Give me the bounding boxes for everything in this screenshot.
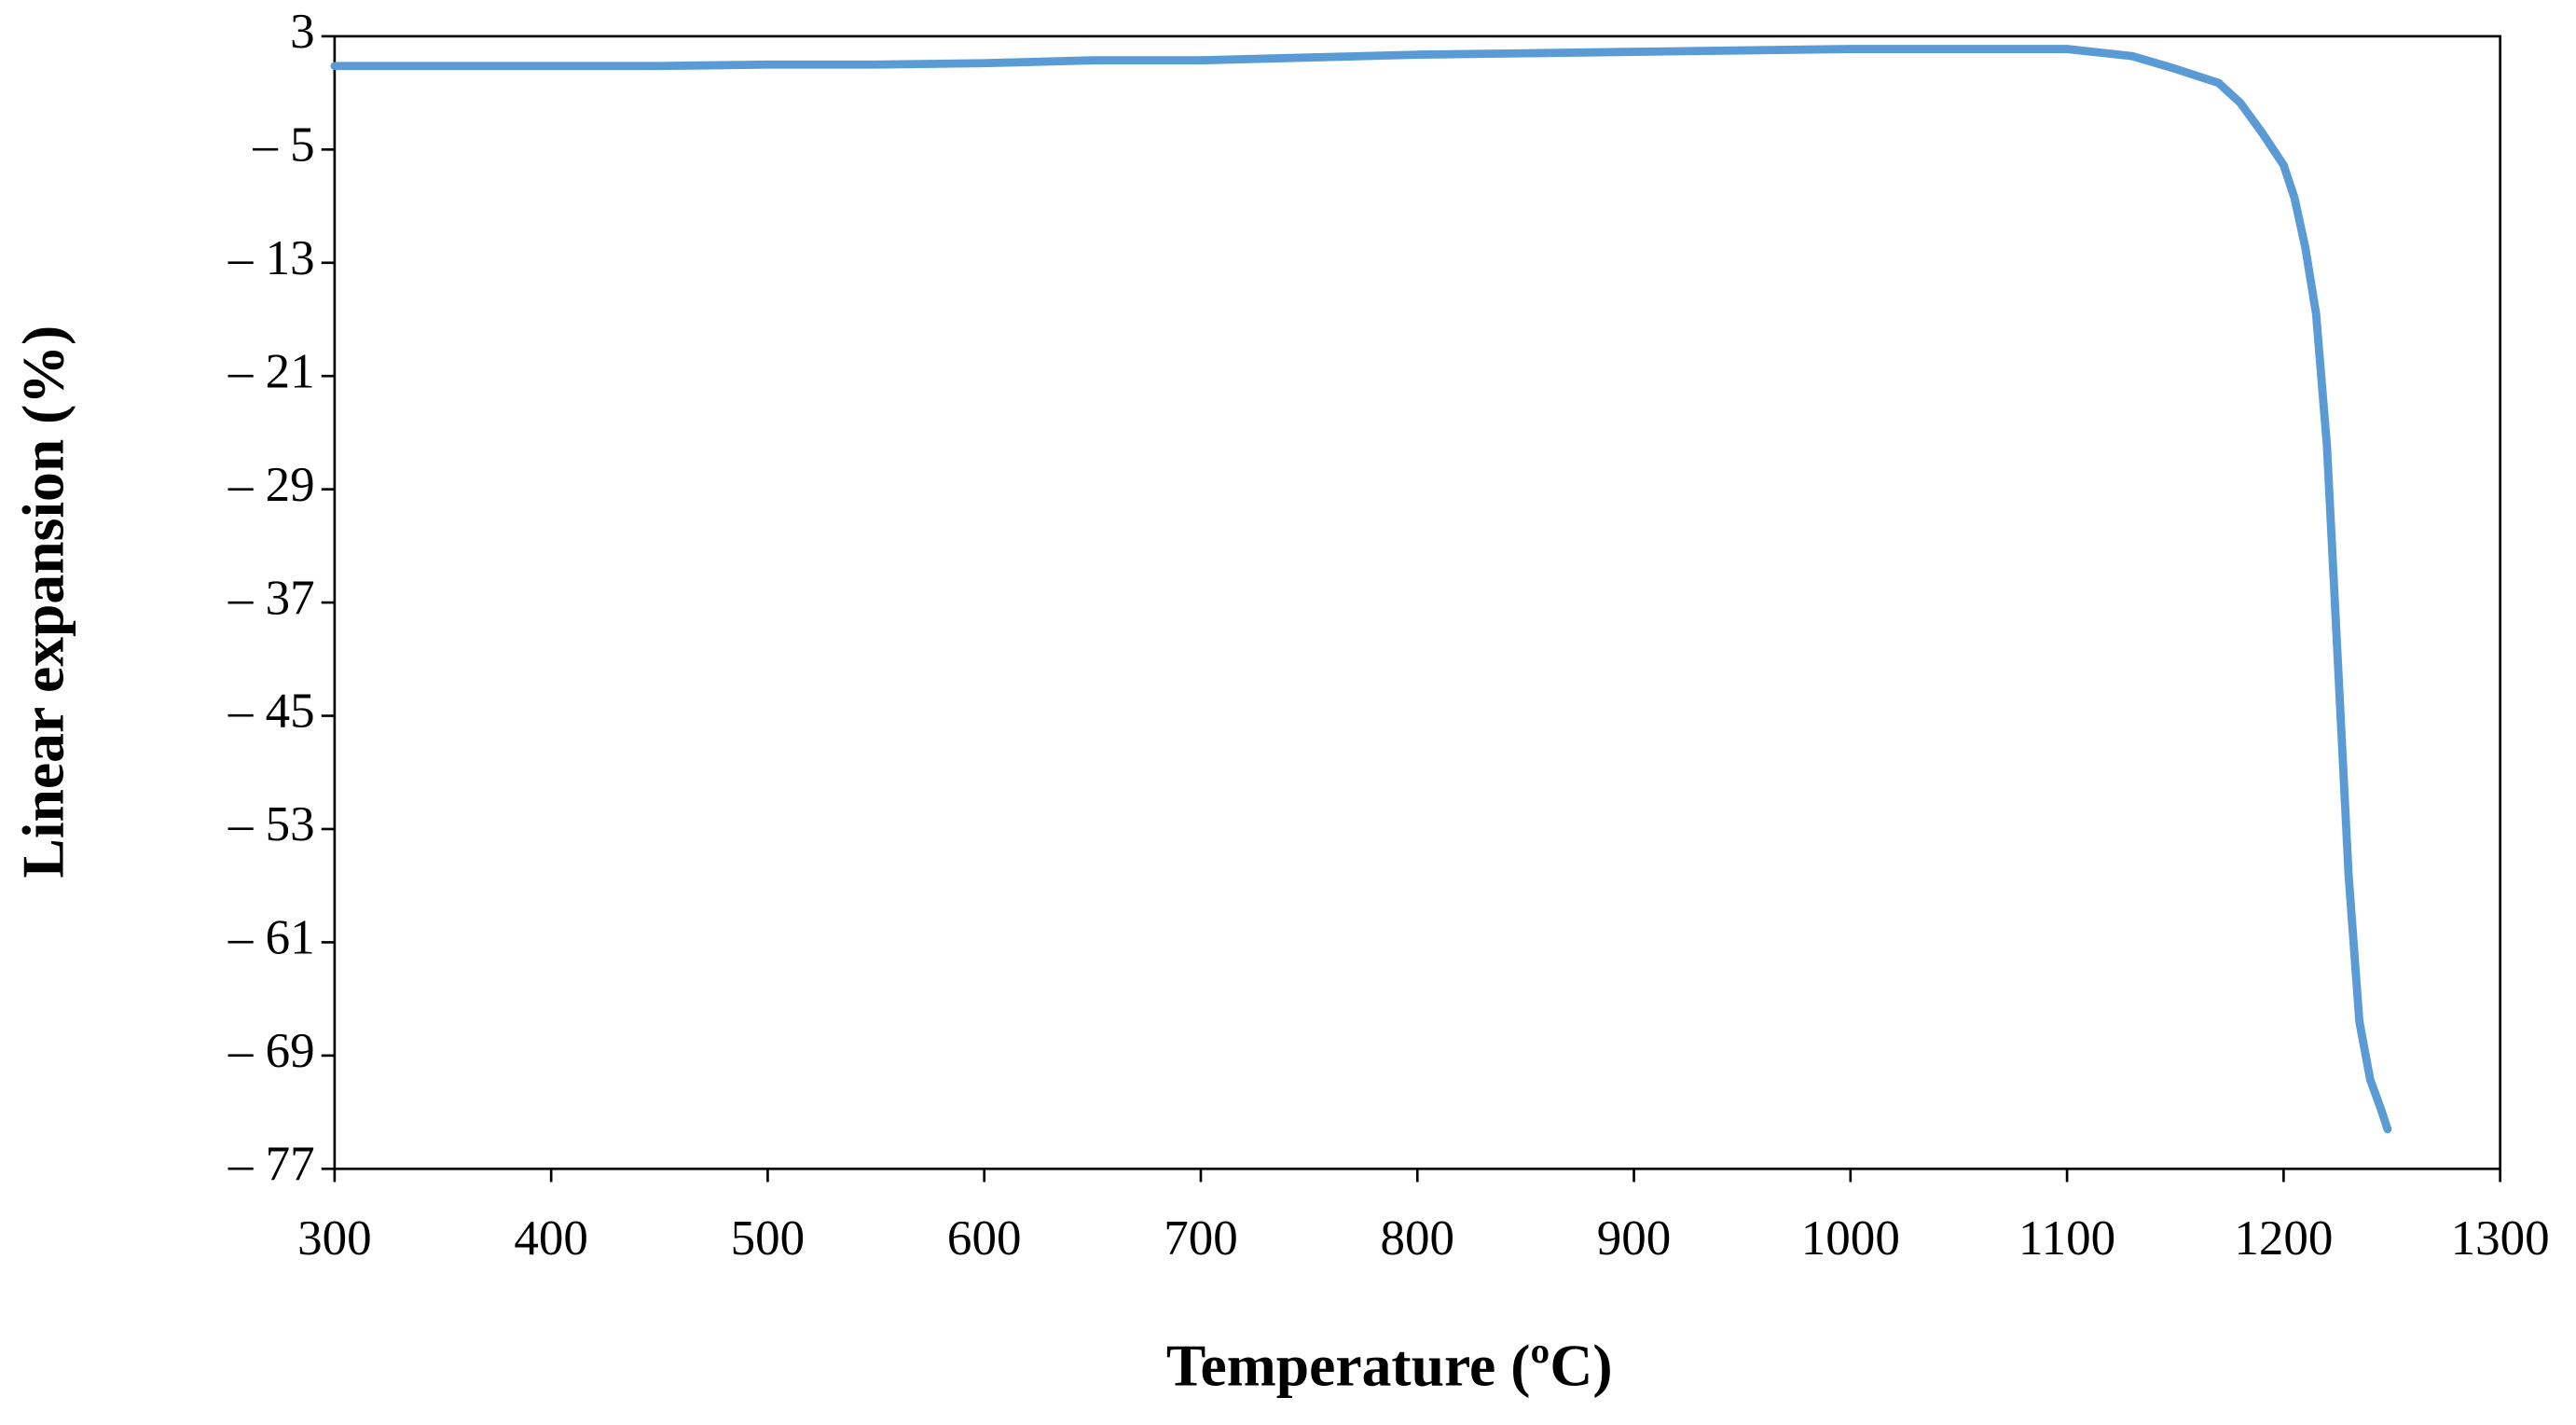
data-line [330, 45, 2392, 1134]
plot-frame [333, 35, 2501, 1170]
y-tick-label: – 45 [227, 685, 315, 739]
x-tick-label: 1300 [2451, 1211, 2550, 1266]
y-tick-label: – 13 [227, 231, 315, 285]
y-tick-label: – 21 [227, 344, 315, 398]
x-tick-label: 400 [514, 1211, 588, 1266]
y-tick-label: – 53 [227, 797, 315, 851]
x-tick-label: 1100 [2018, 1211, 2115, 1266]
x-tick-label: 500 [731, 1211, 806, 1266]
y-axis-title: Linear expansion (%) [10, 325, 76, 879]
x-axis-title: Temperature (ºC) [1166, 1332, 1613, 1398]
y-tick-label: – 61 [227, 911, 315, 965]
x-tick-label: 700 [1164, 1211, 1238, 1266]
x-tick-label: 300 [297, 1211, 372, 1266]
x-tick-label: 1000 [1801, 1211, 1900, 1266]
y-tick-label: – 77 [227, 1137, 315, 1191]
y-tick-label: 3 [290, 5, 315, 59]
y-tick-label: – 69 [227, 1024, 315, 1078]
x-tick-label: 900 [1597, 1211, 1672, 1266]
x-tick-label: 1200 [2234, 1211, 2333, 1266]
y-tick-label: – 29 [227, 458, 315, 512]
x-tick-label: 600 [947, 1211, 1022, 1266]
x-tick-label: 800 [1380, 1211, 1454, 1266]
y-tick-label: – 37 [227, 571, 315, 625]
y-tick-label: – 5 [252, 118, 314, 173]
